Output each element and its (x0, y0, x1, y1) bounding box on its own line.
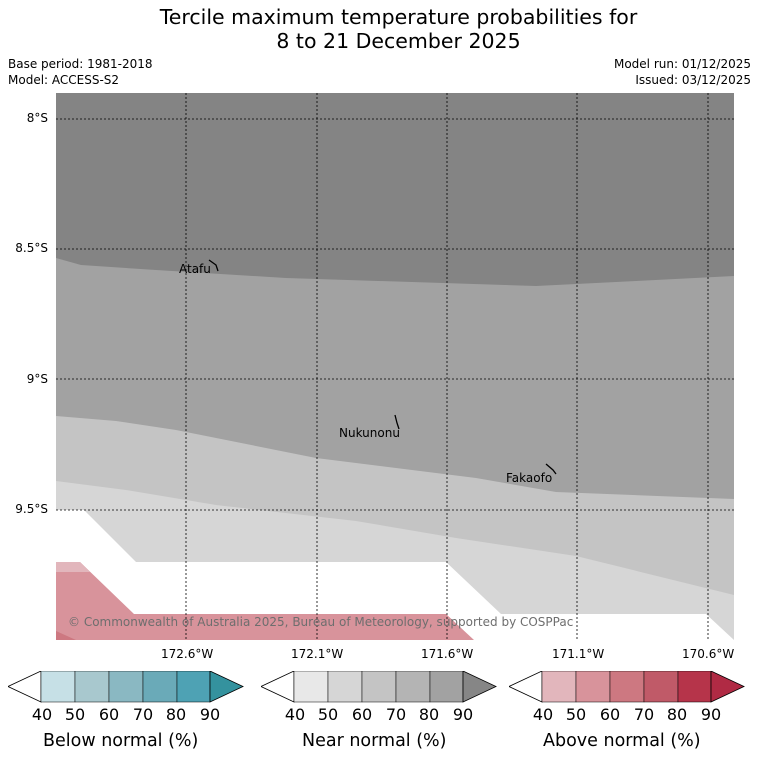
cbar-above-tick-80: 80 (666, 705, 688, 724)
graticule (56, 93, 734, 640)
cbar-near-40 (293, 671, 329, 703)
zone-above-50 (56, 562, 474, 640)
lat-label-8s: 8°S (26, 111, 48, 125)
title-line-1: Tercile maximum temperature probabilitie… (159, 5, 638, 29)
nukunonu-outline (394, 414, 400, 430)
colorbar-above (509, 671, 745, 703)
cbar-near-tick-80: 80 (418, 705, 440, 724)
cbar-above-tick-60: 60 (599, 705, 621, 724)
fakaofo-outline (545, 463, 557, 475)
cbar-above-70 (643, 671, 679, 703)
base-period: Base period: 1981-2018 (8, 57, 153, 71)
model-run: Model run: 01/12/2025 (613, 57, 751, 71)
lon-label-171-1w: 171.1°W (552, 647, 605, 661)
lat-label-8-5s: 8.5°S (15, 241, 48, 255)
cbar-near-tick-90: 90 (452, 705, 474, 724)
zone-above-60 (56, 631, 76, 640)
copyright-notice: © Commonwealth of Australia 2025, Bureau… (68, 615, 573, 629)
cbar-above-tick-50: 50 (565, 705, 587, 724)
cbar-below-tick-50: 50 (64, 705, 86, 724)
cbar-near-tick-60: 60 (351, 705, 373, 724)
lon-label-171-6w: 171.6°W (421, 647, 474, 661)
cbar-below-min-extend (8, 671, 42, 703)
title-line-2: 8 to 21 December 2025 (276, 29, 521, 53)
cbar-near-tick-70: 70 (385, 705, 407, 724)
cbar-above-tick-90: 90 (700, 705, 722, 724)
cbar-above-min-extend (509, 671, 543, 703)
colorbar-near (261, 671, 497, 703)
issued-date: Issued: 03/12/2025 (635, 73, 751, 87)
lat-label-9-5s: 9.5°S (15, 502, 48, 516)
zone-above-40 (56, 562, 90, 572)
zone-white (56, 510, 734, 640)
cbar-below-60 (108, 671, 144, 703)
cbar-below-80 (176, 671, 211, 703)
colorbar-below (8, 671, 244, 703)
cbar-near-label: Near normal (%) (302, 731, 447, 751)
place-label-atafu: Atafu (179, 262, 211, 276)
cbar-below-tick-80: 80 (165, 705, 187, 724)
lon-label-172-1w: 172.1°W (291, 647, 344, 661)
cbar-above-max-extend (710, 671, 745, 703)
cbar-below-tick-90: 90 (199, 705, 221, 724)
cbar-near-70 (395, 671, 431, 703)
cbar-above-60 (609, 671, 645, 703)
place-label-nukunonu: Nukunonu (339, 426, 400, 440)
cbar-near-tick-50: 50 (317, 705, 339, 724)
cbar-below-max-extend (209, 671, 244, 703)
lon-label-172-6w: 172.6°W (161, 647, 214, 661)
atafu-outline (208, 259, 219, 272)
cbar-below-50 (74, 671, 110, 703)
map-canvas: Atafu Nukunonu Fakaofo © Commonwealth of… (56, 93, 734, 640)
cbar-near-max-extend (462, 671, 497, 703)
cbar-below-tick-60: 60 (98, 705, 120, 724)
lon-label-170-6w: 170.6°W (682, 647, 735, 661)
place-label-fakaofo: Fakaofo (506, 471, 552, 485)
cbar-near-50 (327, 671, 363, 703)
cbar-below-tick-40: 40 (31, 705, 53, 724)
cbar-above-80 (677, 671, 712, 703)
cbar-above-tick-40: 40 (532, 705, 554, 724)
cbar-near-min-extend (261, 671, 295, 703)
cbar-near-tick-40: 40 (284, 705, 306, 724)
cbar-below-40 (40, 671, 76, 703)
cbar-above-tick-70: 70 (633, 705, 655, 724)
cbar-above-50 (575, 671, 611, 703)
atoll-outlines (208, 259, 557, 475)
meta-left: Base period: 1981-2018 Model: ACCESS-S2 (8, 56, 153, 88)
cbar-near-80 (429, 671, 464, 703)
map-title: Tercile maximum temperature probabilitie… (0, 5, 758, 53)
cbar-above-40 (541, 671, 577, 703)
lat-label-9s: 9°S (26, 372, 48, 386)
cbar-above-label: Above normal (%) (543, 731, 701, 751)
cbar-below-tick-70: 70 (132, 705, 154, 724)
meta-right: Model run: 01/12/2025 Issued: 03/12/2025 (614, 56, 751, 88)
cbar-below-label: Below normal (%) (43, 731, 199, 751)
model-name: Model: ACCESS-S2 (8, 73, 120, 87)
cbar-near-60 (361, 671, 397, 703)
cbar-below-70 (142, 671, 178, 703)
